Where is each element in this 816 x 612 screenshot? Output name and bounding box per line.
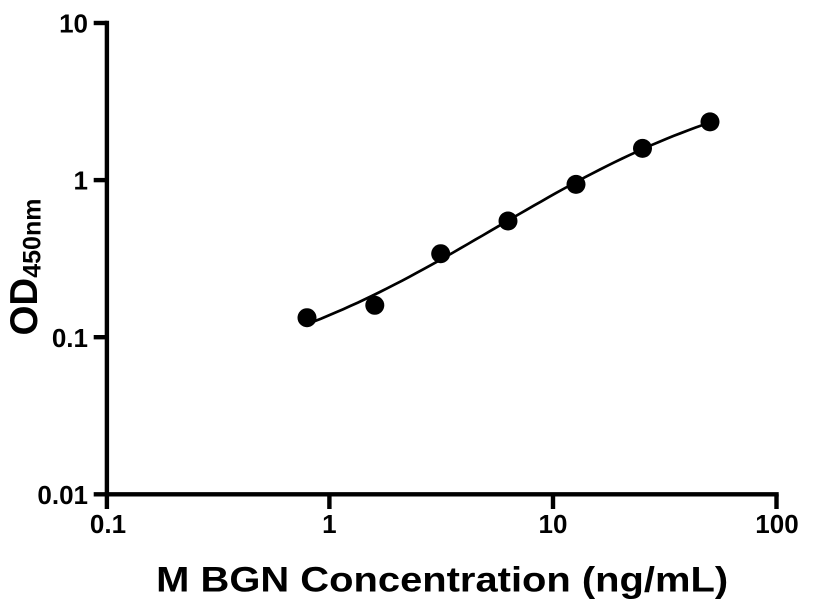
svg-text:0.01: 0.01 xyxy=(37,480,88,510)
svg-text:1: 1 xyxy=(74,166,88,196)
svg-text:10: 10 xyxy=(539,509,568,539)
svg-text:10: 10 xyxy=(59,9,88,39)
svg-text:0.1: 0.1 xyxy=(90,509,126,539)
svg-text:0.1: 0.1 xyxy=(52,323,88,353)
svg-text:OD450nm: OD450nm xyxy=(3,199,46,336)
svg-text:100: 100 xyxy=(755,509,798,539)
svg-text:1: 1 xyxy=(322,509,336,539)
svg-text:M BGN Concentration (ng/mL): M BGN Concentration (ng/mL) xyxy=(156,559,728,599)
